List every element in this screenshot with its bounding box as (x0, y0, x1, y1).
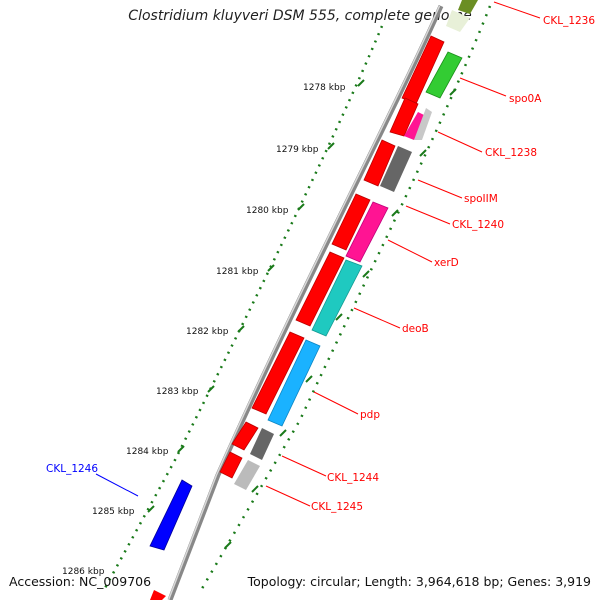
gene-label[interactable]: spoIIM (464, 193, 498, 205)
scale-ring-outer (198, 5, 492, 593)
gene-block-ckl1238-pink[interactable] (404, 112, 426, 140)
ruler-tick-label: 1282 kbp (186, 327, 229, 337)
gene-block-ckl1244[interactable] (250, 428, 274, 460)
genome-summary: Topology: circular; Length: 3,964,618 bp… (247, 574, 591, 589)
gene-block-spoIIM[interactable] (380, 146, 412, 192)
gene-label[interactable]: spo0A (509, 93, 542, 105)
ruler-tick: 1286 kbp (62, 567, 105, 577)
outer-ticks (224, 88, 457, 549)
gene-block-spo0A[interactable] (425, 51, 463, 99)
gene-block-ckl1236-pale[interactable] (446, 10, 470, 32)
gene-arrow[interactable] (150, 590, 166, 600)
ruler-tick-label: 1279 kbp (276, 145, 319, 155)
accession-label: Accession: NC_009706 (9, 574, 152, 589)
ruler-tick: 1279 kbp (276, 142, 335, 155)
gene-label[interactable]: CKL_1236 (543, 15, 595, 27)
gene-arrow[interactable] (331, 193, 371, 251)
colored-gene-track (234, 0, 478, 490)
map-title: Clostridium kluyveri DSM 555, complete g… (128, 8, 472, 24)
gene-block-ckl1236[interactable] (458, 0, 478, 14)
gene-arrow[interactable] (231, 421, 259, 451)
gene-block-xerD[interactable] (345, 201, 389, 263)
ruler-tick-label: 1286 kbp (62, 567, 105, 577)
gene-label[interactable]: CKL_1245 (311, 501, 363, 513)
gene-label[interactable]: CKL_1238 (485, 147, 537, 159)
gene-label[interactable]: CKL_1244 (327, 472, 379, 484)
ruler-tick: 1278 kbp (303, 79, 365, 93)
ruler-tick: 1282 kbp (186, 325, 245, 337)
gene-arrow[interactable] (295, 251, 345, 327)
forward-cds-track (150, 35, 445, 600)
gene-block-deoB[interactable] (311, 259, 363, 337)
ruler-tick: 1284 kbp (126, 445, 185, 457)
gene-block-ckl1238-gray[interactable] (414, 108, 432, 140)
ruler-tick-label: 1284 kbp (126, 447, 169, 457)
ruler-tick-label: 1280 kbp (246, 206, 289, 216)
scale-ruler: 1278 kbp 1279 kbp 1280 kbp 1281 kbp 1282… (62, 79, 365, 577)
ruler-tick-label: 1283 kbp (156, 387, 199, 397)
gene-arrow[interactable] (251, 331, 305, 415)
ruler-tick: 1280 kbp (246, 203, 305, 216)
gene-labels: CKL_1236 spo0A CKL_1238 spoIIM CKL_1240 … (46, 15, 595, 513)
backbone-line (167, 4, 444, 600)
ruler-tick: 1281 kbp (216, 264, 275, 277)
gene-block-pdp[interactable] (267, 339, 321, 427)
ruler-tick: 1283 kbp (156, 385, 215, 397)
gene-label[interactable]: pdp (360, 409, 380, 421)
ruler-tick: 1285 kbp (92, 505, 155, 517)
gene-block-ckl1245[interactable] (234, 460, 260, 490)
gene-label[interactable]: deoB (402, 323, 429, 335)
label-leaders (95, 1, 541, 507)
ruler-tick-label: 1285 kbp (92, 507, 135, 517)
gene-label[interactable]: CKL_1240 (452, 219, 504, 231)
ruler-tick-label: 1281 kbp (216, 267, 259, 277)
gene-arrow-ckl1246[interactable] (149, 479, 193, 551)
gene-label[interactable]: CKL_1246 (46, 463, 98, 475)
gene-label[interactable]: xerD (434, 257, 459, 269)
gene-arrow[interactable] (363, 139, 396, 187)
gene-arrow[interactable] (219, 451, 243, 479)
ruler-tick-label: 1278 kbp (303, 83, 346, 93)
